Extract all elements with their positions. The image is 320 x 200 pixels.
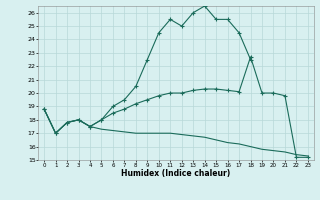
X-axis label: Humidex (Indice chaleur): Humidex (Indice chaleur) <box>121 169 231 178</box>
